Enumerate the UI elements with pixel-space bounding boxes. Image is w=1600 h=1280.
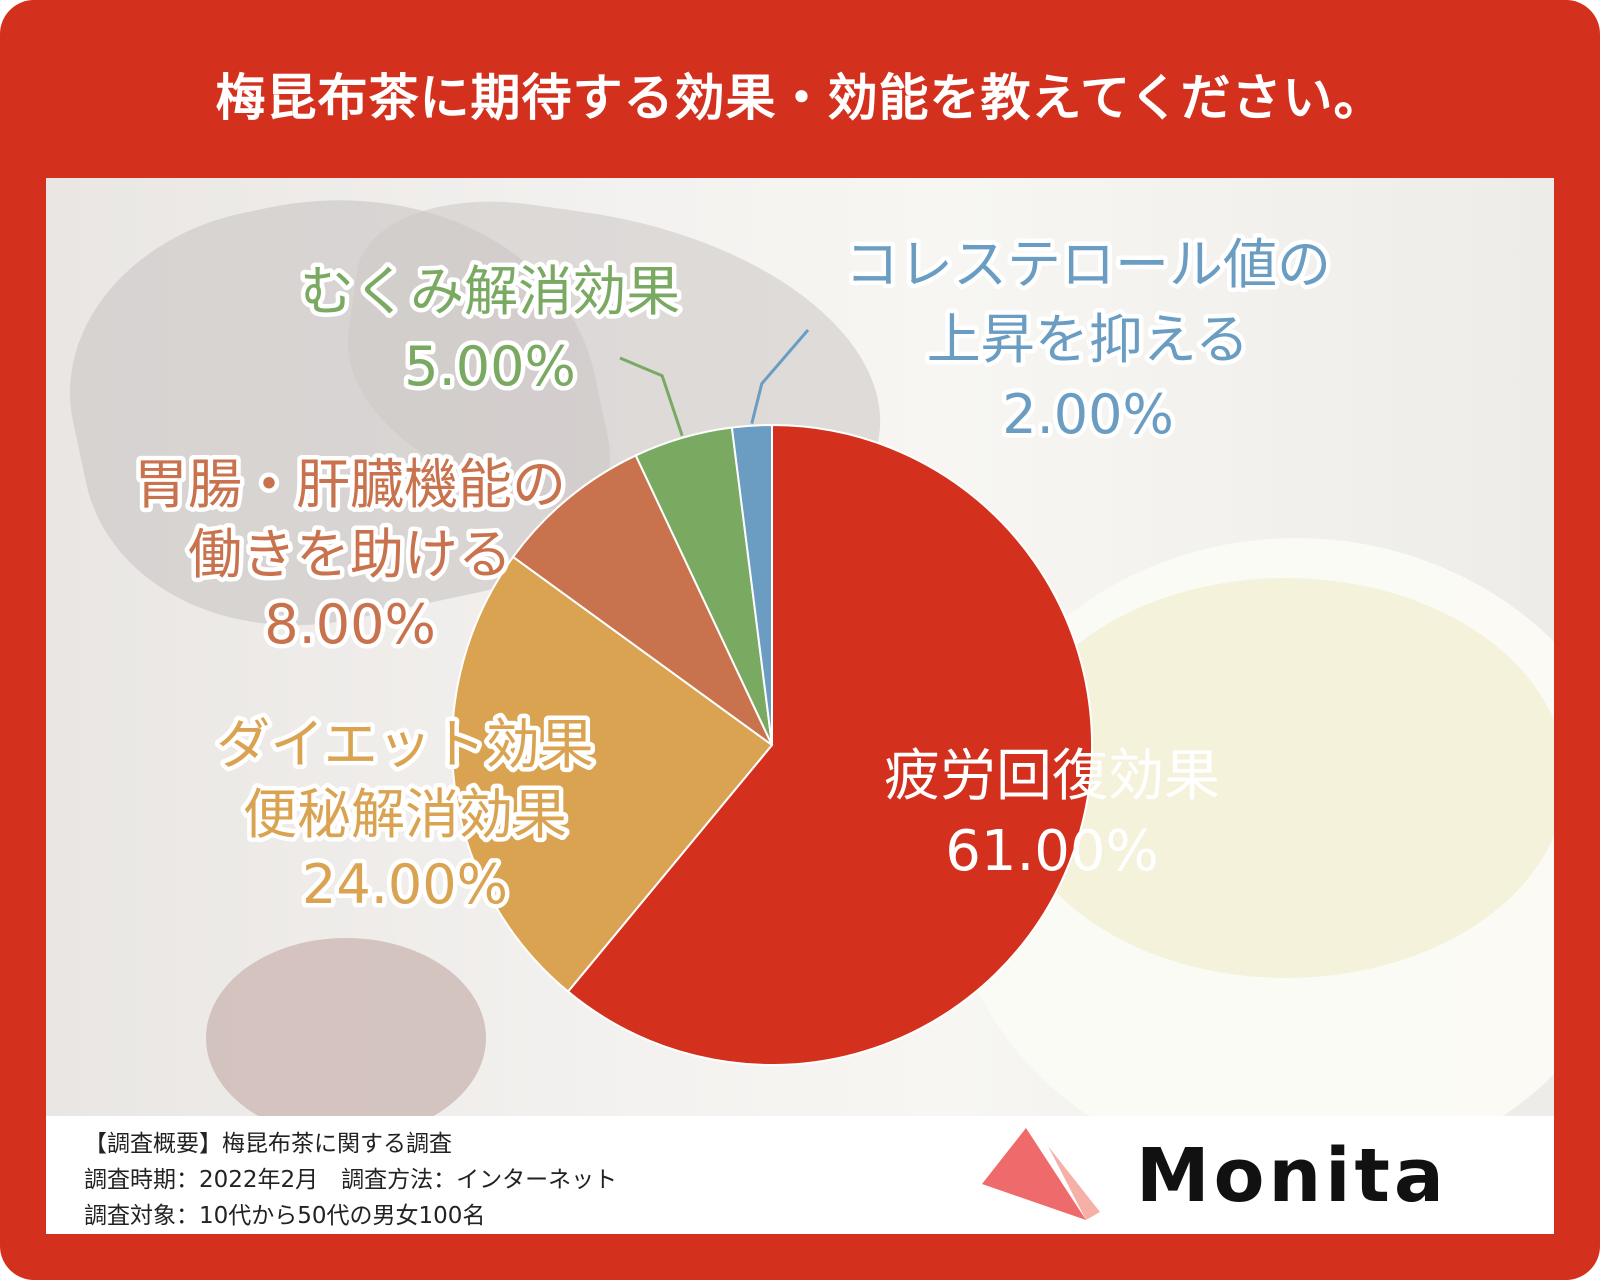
pie-slices (451, 423, 1093, 1066)
survey-line-2: 調査時期：2022年2月 調査方法：インターネット (84, 1167, 618, 1193)
slice-label-stomach-line2: 働きを助ける (188, 523, 512, 586)
survey-line-1: 【調査概要】梅昆布茶に関する調査 (84, 1131, 452, 1157)
slice-label-fatigue: 疲労回復効果 (884, 744, 1220, 809)
slice-value-fatigue: 61.00% (945, 819, 1159, 884)
footer: 【調査概要】梅昆布茶に関する調査 調査時期：2022年2月 調査方法：インターネ… (46, 1116, 1554, 1234)
monita-logo-icon (982, 1128, 1100, 1220)
leader-line-swelling (619, 356, 684, 437)
slice-label-cholesterol-line1: コレステロール値の (845, 233, 1331, 296)
slice-label-diet-line1: ダイエット効果 (216, 713, 593, 776)
slice-label-stomach-line1: 胃腸・肝臓機能の (134, 453, 566, 516)
pie-slice-diet (451, 555, 774, 993)
slice-value-stomach: 8.00% (264, 593, 436, 656)
slice-value-swelling: 5.00% (404, 335, 576, 398)
slice-value-cholesterol: 2.00% (1002, 383, 1174, 446)
survey-notes: 【調査概要】梅昆布茶に関する調査 調査時期：2022年2月 調査方法：インターネ… (84, 1126, 617, 1234)
slice-value-diet: 24.00% (302, 853, 508, 916)
chart-panel (46, 178, 1554, 1116)
plum-background (206, 938, 486, 1116)
slice-label-diet-line2: 便秘解消効果 (243, 783, 567, 846)
monita-logo-text: Monita (1136, 1133, 1448, 1219)
pie-slice-cholesterol (730, 423, 773, 746)
tea-background (1006, 578, 1554, 978)
leader-lines (619, 329, 810, 437)
slice-label-cholesterol-line2: 上昇を抑える (927, 308, 1249, 371)
pie-slice-fatigue (566, 423, 1093, 1066)
pie-slice-stomach (511, 454, 773, 746)
chart-title: 梅昆布茶に期待する効果・効能を教えてください。 (215, 69, 1385, 127)
survey-line-3: 調査対象：10代から50代の男女100名 (84, 1203, 486, 1229)
leader-line-cholesterol (750, 329, 810, 424)
slice-label-swelling: むくみ解消効果 (300, 260, 680, 323)
